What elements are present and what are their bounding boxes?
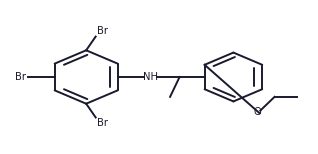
Text: Br: Br: [15, 72, 26, 82]
Text: NH: NH: [143, 72, 158, 82]
Text: O: O: [253, 107, 261, 117]
Text: Br: Br: [97, 118, 108, 128]
Text: Br: Br: [97, 26, 108, 36]
